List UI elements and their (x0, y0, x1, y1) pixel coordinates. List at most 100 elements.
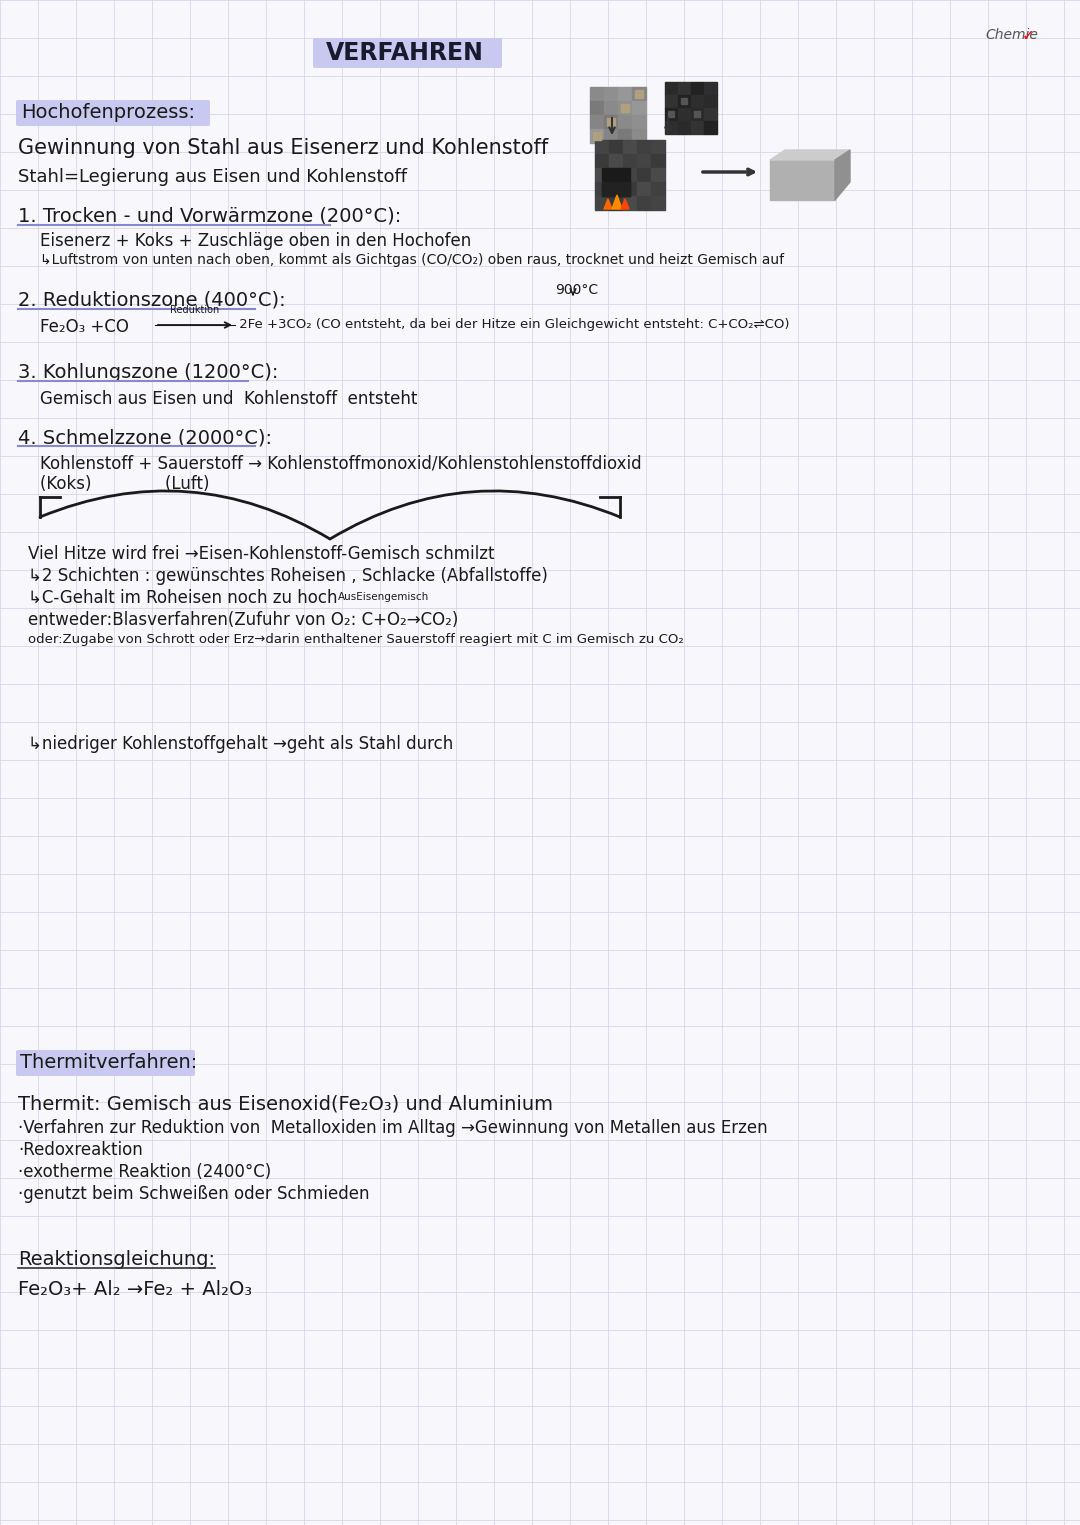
Bar (618, 101, 632, 114)
Bar (651, 154, 665, 168)
Bar (590, 87, 604, 101)
Bar (669, 111, 674, 117)
Bar (609, 168, 623, 181)
Text: Reduktion: Reduktion (171, 305, 219, 316)
Bar (623, 140, 637, 154)
Polygon shape (835, 149, 850, 200)
Text: VERFAHREN: VERFAHREN (326, 41, 484, 66)
Text: ↳C-Gehalt im Roheisen noch zu hoch: ↳C-Gehalt im Roheisen noch zu hoch (28, 589, 342, 607)
FancyBboxPatch shape (16, 101, 210, 127)
Text: 4. Schmelzzone (2000°C):: 4. Schmelzzone (2000°C): (18, 429, 272, 447)
Bar (637, 197, 651, 210)
Text: ·exotherme Reaktion (2400°C): ·exotherme Reaktion (2400°C) (18, 1164, 271, 1180)
Bar (635, 90, 643, 98)
Text: Kohlenstoff + Sauerstoff → Kohlenstoffmonoxid/Kohlenstohlenstoffdioxid: Kohlenstoff + Sauerstoff → Kohlenstoffmo… (40, 454, 642, 473)
Bar (595, 181, 609, 197)
Text: Chemie: Chemie (985, 27, 1038, 43)
Text: Hochofenprozess:: Hochofenprozess: (21, 104, 195, 122)
Bar (618, 130, 632, 143)
Bar (593, 133, 600, 140)
Bar (704, 120, 717, 134)
Polygon shape (770, 149, 850, 160)
Polygon shape (621, 198, 629, 209)
Bar (609, 140, 623, 154)
FancyBboxPatch shape (313, 38, 502, 69)
Bar (623, 168, 637, 181)
Bar (665, 95, 678, 108)
Text: Eisenerz + Koks + Zuschläge oben in den Hochofen: Eisenerz + Koks + Zuschläge oben in den … (40, 232, 471, 250)
Text: Stahl=Legierung aus Eisen und Kohlenstoff: Stahl=Legierung aus Eisen und Kohlenstof… (18, 168, 407, 186)
Text: ↳2 Schichten : gewünschtes Roheisen , Schlacke (Abfallstoffe): ↳2 Schichten : gewünschtes Roheisen , Sc… (28, 567, 548, 586)
Text: Gemisch aus Eisen und  Kohlenstoff  entsteht: Gemisch aus Eisen und Kohlenstoff entste… (40, 390, 417, 409)
Bar (678, 95, 691, 108)
Bar (665, 120, 678, 134)
Bar (704, 108, 717, 120)
Text: entweder:Blasverfahren(Zufuhr von O₂: C+O₂→CO₂): entweder:Blasverfahren(Zufuhr von O₂: C+… (28, 612, 458, 628)
Bar (609, 197, 623, 210)
Bar (595, 154, 609, 168)
Bar (632, 130, 646, 143)
Bar (632, 114, 646, 130)
Bar (602, 181, 630, 197)
Bar (770, 160, 835, 200)
FancyBboxPatch shape (16, 1051, 195, 1077)
Bar (618, 114, 632, 130)
Text: Fe₂O₃+ Al₂ →Fe₂ + Al₂O₃: Fe₂O₃+ Al₂ →Fe₂ + Al₂O₃ (18, 1279, 252, 1299)
Bar (609, 181, 623, 197)
Text: AusEisengemisch: AusEisengemisch (338, 592, 429, 602)
Bar (595, 197, 609, 210)
Bar (665, 82, 678, 95)
Bar (623, 181, 637, 197)
Polygon shape (612, 195, 622, 209)
Bar (691, 82, 704, 95)
Bar (604, 101, 618, 114)
Text: ↳Luftstrom von unten nach oben, kommt als Gichtgas (CO/CO₂) oben raus, trocknet : ↳Luftstrom von unten nach oben, kommt al… (40, 253, 784, 267)
Text: ·Verfahren zur Reduktion von  Metalloxiden im Alltag →Gewinnung von Metallen aus: ·Verfahren zur Reduktion von Metalloxide… (18, 1119, 768, 1138)
Bar (623, 154, 637, 168)
Bar (604, 114, 618, 130)
Bar (651, 168, 665, 181)
Text: ↳niedriger Kohlenstoffgehalt →geht als Stahl durch: ↳niedriger Kohlenstoffgehalt →geht als S… (28, 735, 454, 753)
Bar (665, 108, 678, 120)
Bar (637, 181, 651, 197)
Bar (691, 108, 704, 120)
Text: 1. Trocken - und Vorwärmzone (200°C):: 1. Trocken - und Vorwärmzone (200°C): (18, 207, 402, 226)
Text: (Koks)              (Luft): (Koks) (Luft) (40, 474, 210, 493)
Bar (678, 108, 691, 120)
Bar (604, 130, 618, 143)
Text: Thermitverfahren:: Thermitverfahren: (21, 1054, 198, 1072)
Bar (632, 87, 646, 101)
Bar (604, 87, 618, 101)
Text: ·genutzt beim Schweißen oder Schmieden: ·genutzt beim Schweißen oder Schmieden (18, 1185, 369, 1203)
Text: Thermit: Gemisch aus Eisenoxid(Fe₂O₃) und Aluminium: Thermit: Gemisch aus Eisenoxid(Fe₂O₃) un… (18, 1095, 553, 1113)
Text: 3. Kohlungszone (1200°C):: 3. Kohlungszone (1200°C): (18, 363, 279, 381)
Bar (632, 101, 646, 114)
Bar (651, 181, 665, 197)
Text: Reaktionsgleichung:: Reaktionsgleichung: (18, 1250, 215, 1269)
Bar (678, 120, 691, 134)
Bar (704, 95, 717, 108)
Text: 2. Reduktionszone (400°C):: 2. Reduktionszone (400°C): (18, 291, 285, 310)
Bar (681, 98, 687, 104)
Bar (621, 104, 629, 111)
Bar (595, 168, 609, 181)
Bar (609, 154, 623, 168)
Bar (602, 168, 630, 197)
Text: ✓: ✓ (1022, 27, 1035, 43)
Bar (618, 87, 632, 101)
Bar (637, 154, 651, 168)
Bar (623, 197, 637, 210)
Bar (678, 82, 691, 95)
Text: Viel Hitze wird frei →Eisen-Kohlenstoff-Gemisch schmilzt: Viel Hitze wird frei →Eisen-Kohlenstoff-… (28, 544, 495, 563)
Bar (691, 95, 704, 108)
Text: 900°C: 900°C (555, 284, 598, 297)
Bar (590, 101, 604, 114)
Bar (590, 114, 604, 130)
Bar (607, 117, 615, 127)
Text: Fe₂O₃ +CO: Fe₂O₃ +CO (40, 319, 134, 336)
Bar (637, 168, 651, 181)
Bar (595, 140, 609, 154)
Text: Gewinnung von Stahl aus Eisenerz und Kohlenstoff: Gewinnung von Stahl aus Eisenerz und Koh… (18, 137, 549, 159)
Bar (704, 82, 717, 95)
Bar (651, 197, 665, 210)
